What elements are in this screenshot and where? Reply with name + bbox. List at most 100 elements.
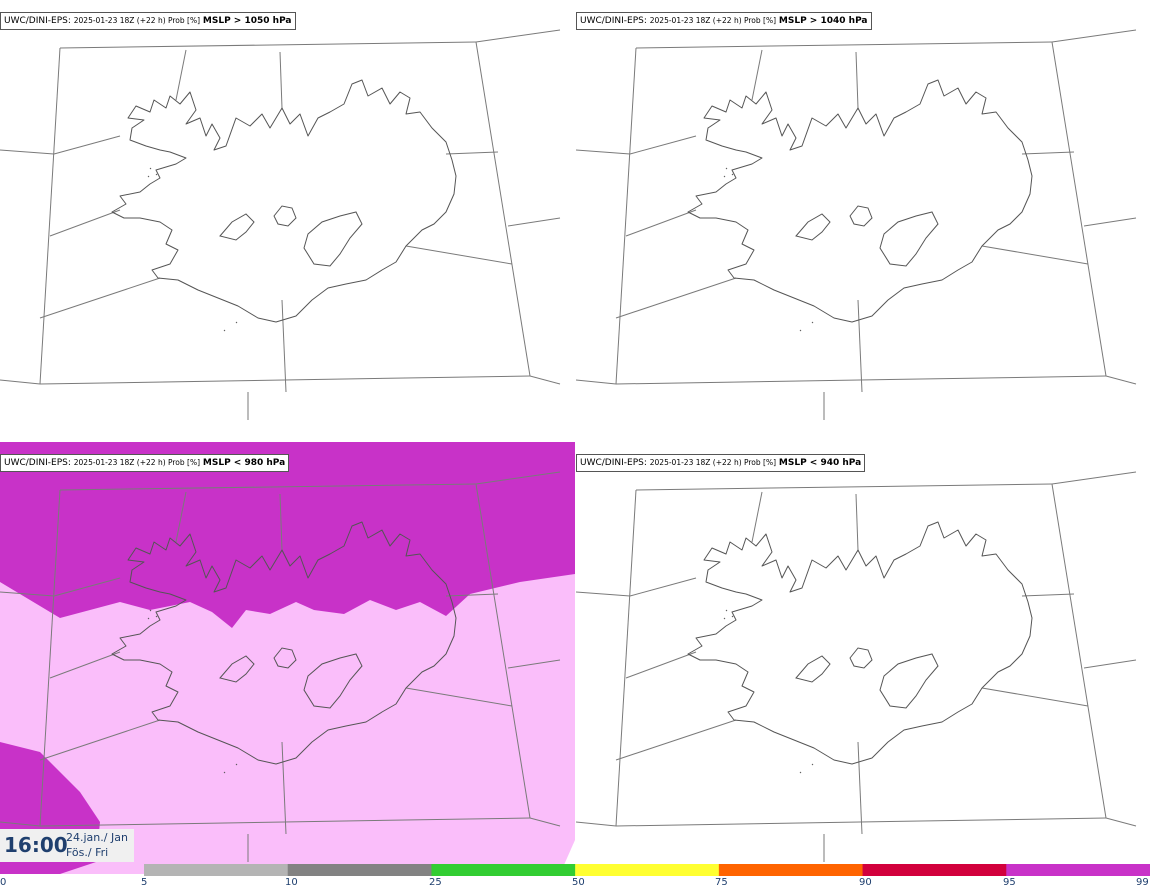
colorbar-tick-label: 25 — [429, 877, 442, 888]
panel-title: UWC/DINI-EPS: 2025-01-23 18Z (+22 h) Pro… — [0, 12, 296, 30]
iceland-coastline — [111, 79, 457, 323]
iceland-coastline — [111, 521, 457, 765]
glacier-outline — [849, 647, 873, 669]
graticule-line — [576, 821, 617, 827]
colorbar-tick-label: 90 — [859, 877, 872, 888]
graticule-line — [53, 135, 121, 155]
valid-date: 24.jan./ Jan Fös./ Fri — [66, 830, 128, 860]
graticule-line — [281, 299, 287, 393]
colorbar-segment — [718, 864, 864, 876]
colorbar-segment — [575, 864, 720, 876]
graticule-line — [475, 29, 561, 43]
graticule-line — [49, 209, 121, 237]
run-info: 2025-01-23 18Z (+22 h) Prob [%] — [73, 458, 201, 467]
island-dot — [731, 173, 734, 176]
island-dot — [235, 763, 238, 766]
colorbar-tick-label: 75 — [715, 877, 728, 888]
glacier-outline — [303, 653, 363, 709]
graticule-line — [445, 151, 499, 155]
colorbar-segment — [431, 864, 576, 876]
map-panel-mslp-gt-1040: UWC/DINI-EPS: 2025-01-23 18Z (+22 h) Pro… — [576, 0, 1150, 432]
probability-colorbar — [144, 864, 1150, 876]
graticule-line — [635, 483, 1053, 491]
colorbar-tick-label: 99 — [1136, 877, 1149, 888]
glacier-outline — [879, 211, 939, 267]
graticule-line — [529, 817, 561, 827]
graticule-line — [751, 491, 763, 543]
map-panel-mslp-gt-1050: UWC/DINI-EPS: 2025-01-23 18Z (+22 h) Pro… — [0, 0, 575, 432]
glacier-outline — [795, 213, 831, 241]
graticule-line — [529, 375, 561, 385]
graticule-line — [615, 277, 737, 319]
graticule-line — [475, 483, 531, 819]
panel-title: UWC/DINI-EPS: 2025-01-23 18Z (+22 h) Pro… — [0, 454, 290, 472]
island-dot — [149, 167, 152, 170]
iceland-map — [0, 442, 575, 874]
glacier-outline — [219, 655, 255, 683]
threshold-label: MSLP < 940 hPa — [778, 458, 862, 468]
graticule-line — [39, 489, 61, 827]
graticule-line — [1105, 817, 1137, 827]
graticule-line — [1021, 151, 1075, 155]
graticule-line — [625, 209, 697, 237]
graticule-line — [1051, 483, 1107, 819]
graticule-line — [59, 483, 477, 491]
graticule-line — [981, 687, 1089, 707]
island-dot — [155, 173, 158, 176]
valid-date-line1: 24.jan./ Jan — [66, 831, 128, 844]
graticule-line — [39, 277, 161, 319]
island-dot — [223, 771, 226, 774]
colorbar-tick-label: 95 — [1003, 877, 1016, 888]
island-dot — [799, 329, 802, 332]
graticule-line — [857, 299, 863, 393]
colorbar-segment — [287, 864, 432, 876]
graticule-line — [0, 379, 41, 385]
iceland-map — [576, 471, 1137, 862]
iceland-coastline — [687, 521, 1033, 765]
threshold-label: MSLP > 1050 hPa — [202, 16, 292, 26]
graticule-line — [576, 591, 631, 597]
graticule-line — [507, 217, 561, 227]
iceland-map — [0, 29, 561, 420]
model-name: UWC/DINI-EPS — [580, 16, 644, 26]
island-dot — [723, 617, 726, 620]
graticule-line — [475, 471, 561, 485]
graticule-line — [1051, 471, 1137, 485]
island-dot — [149, 609, 152, 612]
map-panel-mslp-lt-980: UWC/DINI-EPS: 2025-01-23 18Z (+22 h) Pro… — [0, 442, 575, 874]
graticule-line — [49, 651, 121, 679]
graticule-line — [855, 493, 859, 551]
graticule-line — [855, 51, 859, 109]
colorbar-tick-label: 50 — [572, 877, 585, 888]
model-name: UWC/DINI-EPS — [4, 458, 68, 468]
graticule-line — [59, 41, 477, 49]
colorbar-segment — [862, 864, 1007, 876]
graticule-line — [279, 493, 283, 551]
graticule-line — [175, 491, 187, 543]
panel-title: UWC/DINI-EPS: 2025-01-23 18Z (+22 h) Pro… — [576, 454, 866, 472]
graticule-line — [625, 651, 697, 679]
graticule-line — [445, 593, 499, 597]
glacier-outline — [303, 211, 363, 267]
island-dot — [235, 321, 238, 324]
colorbar-tick-label: 0 — [0, 877, 7, 888]
island-dot — [147, 617, 150, 620]
iceland-map — [576, 29, 1137, 420]
graticule-line — [629, 577, 697, 597]
graticule-line — [281, 741, 287, 835]
run-info: 2025-01-23 18Z (+22 h) Prob [%] — [73, 16, 201, 25]
graticule-line — [576, 379, 617, 385]
glacier-outline — [795, 655, 831, 683]
island-dot — [811, 763, 814, 766]
threshold-label: MSLP > 1040 hPa — [778, 16, 868, 26]
graticule-line — [615, 47, 637, 385]
island-dot — [811, 321, 814, 324]
graticule-line — [175, 49, 187, 101]
graticule-line — [405, 245, 513, 265]
run-info: 2025-01-23 18Z (+22 h) Prob [%] — [649, 16, 777, 25]
graticule-line — [0, 149, 55, 155]
glacier-outline — [879, 653, 939, 709]
graticule-line — [39, 47, 61, 385]
glacier-outline — [273, 205, 297, 227]
run-info: 2025-01-23 18Z (+22 h) Prob [%] — [649, 458, 777, 467]
